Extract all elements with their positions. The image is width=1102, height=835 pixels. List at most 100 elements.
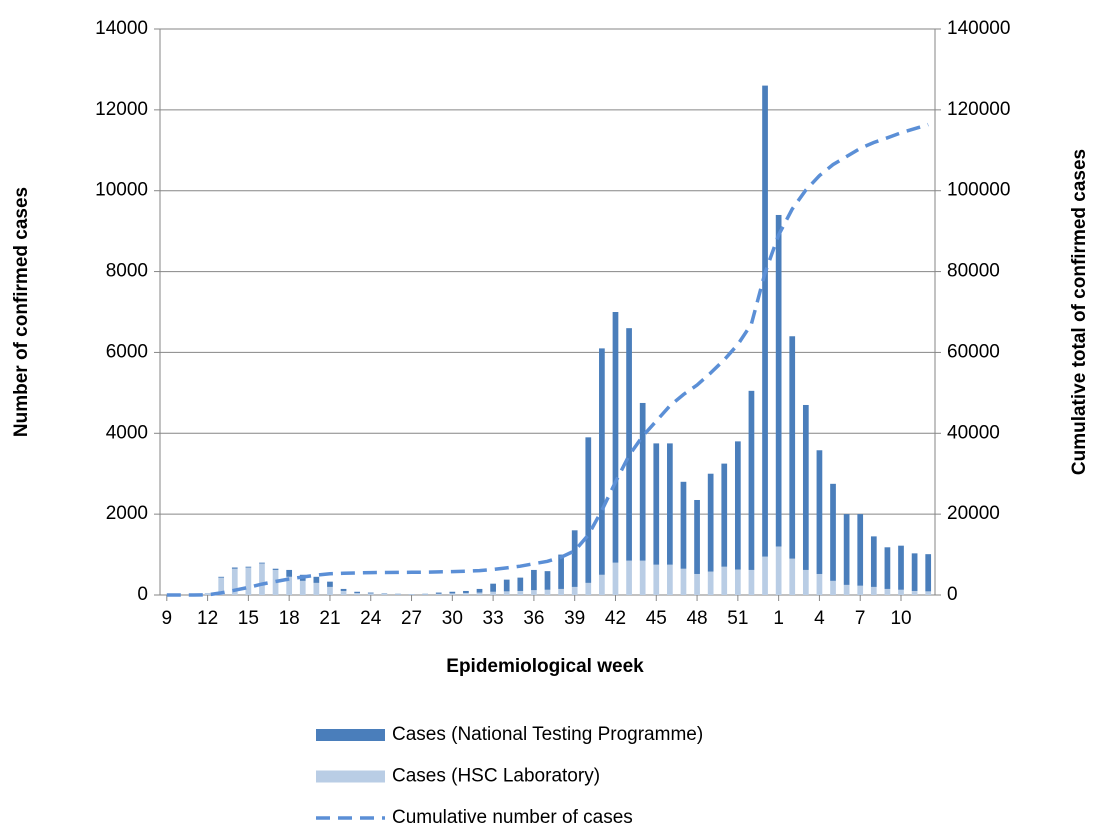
y-axis-title: Number of confirmed cases: [11, 187, 32, 437]
bar: [367, 592, 374, 594]
legend-label: Cumulative number of cases: [392, 807, 633, 828]
bar: [667, 443, 673, 565]
bar: [476, 588, 483, 593]
bar: [299, 580, 306, 595]
bar: [925, 554, 932, 592]
bar: [313, 576, 320, 583]
bar: [544, 571, 551, 590]
bar: [653, 443, 660, 565]
y-tick-label: 0: [137, 584, 148, 605]
x-tick-label: 39: [564, 608, 585, 629]
bar: [503, 579, 510, 592]
x-axis-title: Epidemiological week: [446, 656, 644, 677]
bar: [680, 568, 687, 595]
bar: [585, 582, 592, 595]
bar: [802, 569, 809, 595]
bar: [435, 592, 442, 594]
y-tick-label: 14000: [95, 18, 148, 39]
bar: [435, 593, 442, 595]
line: [166, 122, 929, 597]
bar: [639, 402, 646, 561]
legend-label: Cases (National Testing Programme): [392, 724, 703, 745]
bar: [762, 556, 768, 595]
bar: [218, 577, 225, 595]
y2-tick-label: 100000: [947, 180, 1010, 201]
bar: [707, 473, 714, 572]
bar: [286, 576, 293, 595]
bar: [531, 569, 537, 591]
x-tick-label: 24: [360, 608, 382, 629]
bar: [245, 567, 252, 595]
bar: [490, 591, 496, 595]
bar: [272, 568, 279, 570]
bar: [694, 573, 700, 595]
bar: [626, 328, 632, 561]
x-tick-label: 10: [890, 608, 911, 629]
bar: [204, 592, 211, 595]
y2-tick-label: 140000: [947, 18, 1010, 39]
bar: [599, 574, 605, 595]
bar: [599, 348, 605, 575]
bar: [653, 564, 660, 595]
x-tick-label: 42: [605, 608, 626, 629]
bar: [463, 590, 469, 593]
bar: [354, 592, 361, 595]
bar: [789, 558, 796, 595]
bar: [449, 593, 456, 595]
bar: [571, 530, 578, 587]
bar: [476, 592, 483, 595]
bar: [925, 591, 932, 595]
bar: [911, 590, 918, 595]
bar: [531, 590, 537, 595]
bar: [313, 582, 320, 595]
bar: [830, 483, 836, 581]
x-tick-label: 4: [814, 608, 825, 629]
bar: [857, 514, 864, 586]
bar: [870, 586, 877, 595]
x-tick-label: 12: [197, 608, 218, 629]
bar: [558, 554, 564, 589]
x-tick-label: 33: [483, 608, 504, 629]
bar: [517, 590, 524, 595]
bar: [231, 568, 238, 595]
x-tick-label: 21: [319, 608, 340, 629]
y2-tick-label: 40000: [947, 422, 1000, 443]
bar: [830, 580, 836, 595]
x-tick-label: 27: [401, 608, 422, 629]
bar: [843, 584, 850, 595]
bar: [571, 586, 578, 595]
bar: [898, 545, 904, 590]
bar: [259, 562, 265, 564]
bar: [503, 591, 510, 595]
bar: [490, 583, 496, 592]
bar: [558, 588, 564, 595]
bar: [694, 499, 700, 574]
bar: [408, 594, 415, 595]
legend-label: Cases (HSC Laboratory): [392, 766, 600, 787]
bar: [843, 514, 850, 585]
x-tick-label: 45: [646, 608, 667, 629]
bar: [218, 576, 225, 578]
bar: [911, 553, 918, 591]
x-tick-label: 36: [523, 608, 544, 629]
bar: [327, 586, 333, 595]
bar: [816, 573, 823, 595]
y-tick-label: 2000: [106, 503, 148, 524]
bar: [517, 577, 524, 591]
bar: [449, 591, 456, 594]
bar: [884, 547, 891, 589]
legend-swatch: [316, 770, 385, 783]
bar: [802, 404, 809, 570]
bar: [259, 563, 265, 595]
y2-tick-label: 20000: [947, 503, 1000, 524]
bar: [626, 560, 632, 595]
bar: [748, 569, 755, 595]
bar: [381, 593, 388, 595]
bar: [775, 214, 782, 547]
bar: [789, 336, 796, 559]
bar: [734, 441, 741, 570]
bar: [231, 567, 238, 569]
bar: [395, 594, 401, 595]
